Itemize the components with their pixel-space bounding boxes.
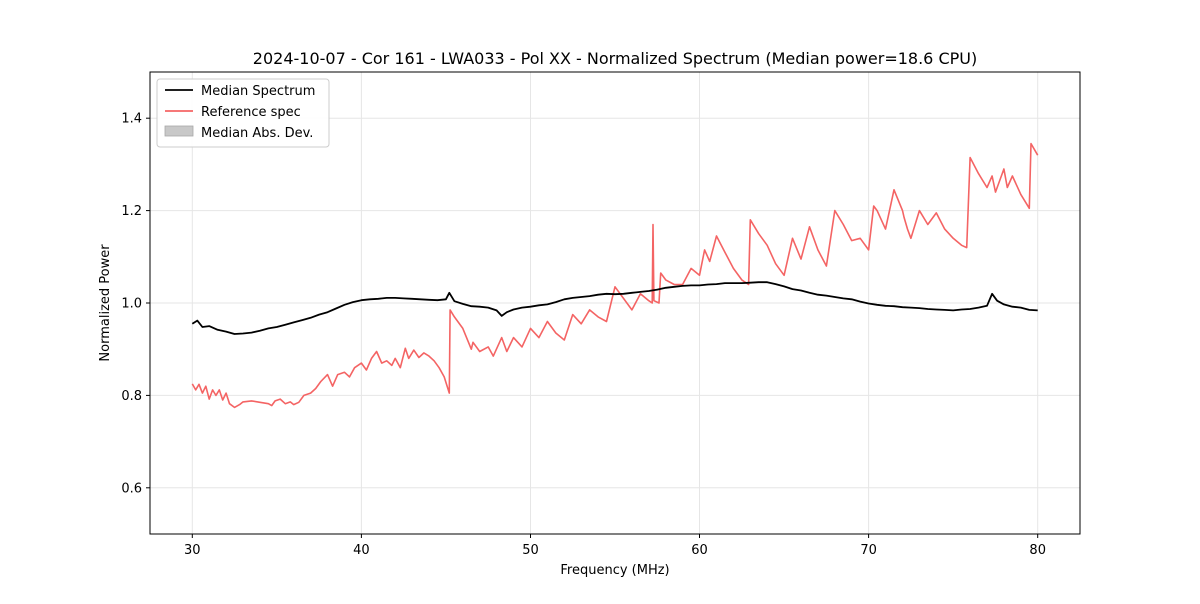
y-axis-label: Normalized Power: [98, 244, 113, 362]
y-tick-label: 0.6: [121, 481, 142, 496]
legend-reference-spec-label: Reference spec: [201, 105, 301, 120]
plot-series: [191, 142, 1039, 409]
x-tick-label: 70: [860, 543, 877, 558]
legend-box: [156, 78, 330, 148]
axis-ticks: 30 40 50 60 70 80 0.6 0.8 1.0 1.2 1.4: [121, 112, 1046, 558]
y-tick-label: 1.0: [121, 297, 142, 312]
y-tick-label: 0.8: [121, 389, 142, 404]
x-tick-label: 50: [522, 543, 539, 558]
median-spectrum-line: [191, 281, 1038, 335]
legend-median-abs-dev-label: Median Abs. Dev.: [201, 126, 313, 141]
y-tick-label: 1.2: [121, 204, 142, 219]
y-tick-label: 1.4: [121, 112, 142, 127]
x-tick-label: 40: [353, 543, 370, 558]
legend: Median Spectrum Reference spec Median Ab…: [156, 78, 330, 148]
legend-median-abs-dev-swatch: [164, 125, 194, 137]
x-axis-label: Frequency (MHz): [560, 563, 669, 578]
reference-spec-line: [191, 142, 1039, 409]
x-tick-label: 60: [691, 543, 708, 558]
x-tick-label: 80: [1029, 543, 1046, 558]
legend-median-spectrum-label: Median Spectrum: [201, 84, 315, 99]
x-tick-label: 30: [184, 543, 201, 558]
chart-title: 2024-10-07 - Cor 161 - LWA033 - Pol XX -…: [253, 49, 977, 68]
